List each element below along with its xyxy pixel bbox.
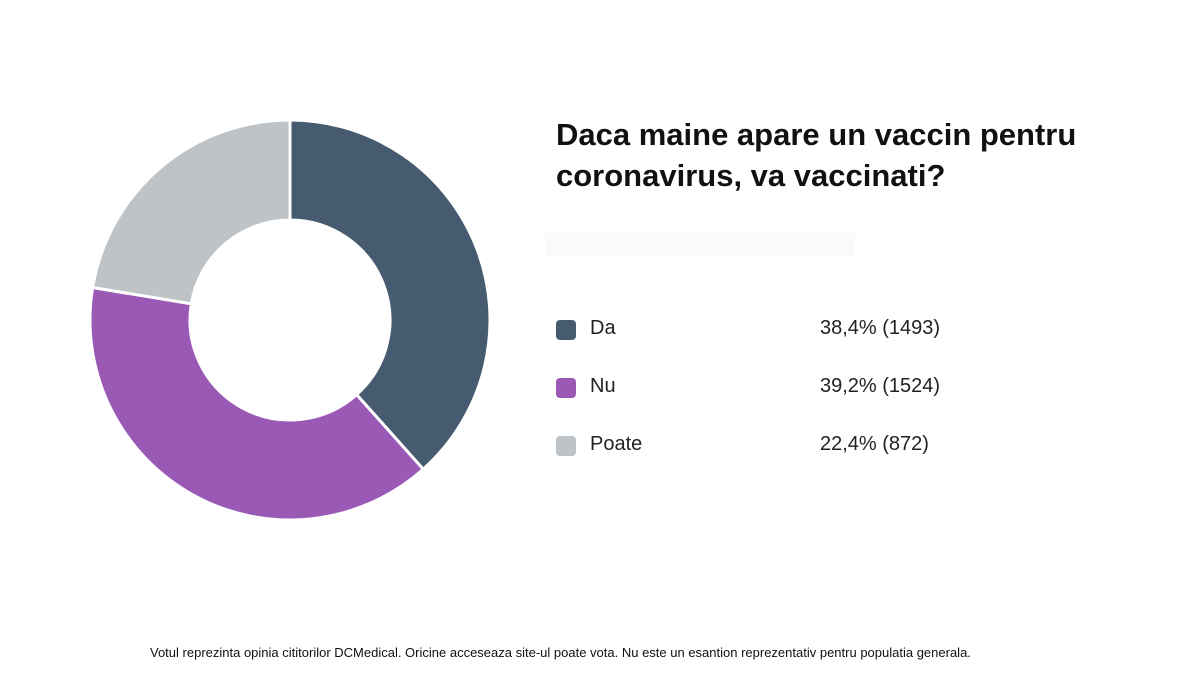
donut-slice-da xyxy=(288,118,492,472)
legend-value-da: 38,4% (1493) xyxy=(820,317,941,339)
chart-title-line-2: coronavirus, va vaccinati? xyxy=(556,158,946,193)
legend-value-poate: 22,4% (872) xyxy=(820,433,929,455)
legend-label-poate: Poate xyxy=(590,433,643,455)
legend-swatch-poate xyxy=(556,436,576,456)
footnote: Votul reprezinta opinia cititorilor DCMe… xyxy=(150,645,971,660)
legend-item-da: Da 38,4% (1493) xyxy=(556,313,976,371)
chart-title: Daca maine apare un vaccin pentru corona… xyxy=(556,114,1156,196)
legend-item-nu: Nu 39,2% (1524) xyxy=(556,371,976,429)
donut-slice-nu xyxy=(88,285,426,522)
legend-swatch-nu xyxy=(556,378,576,398)
donut-slice-poate xyxy=(90,118,292,306)
legend-label-nu: Nu xyxy=(590,375,616,397)
legend-swatch-da xyxy=(556,320,576,340)
chart-title-line-1: Daca maine apare un vaccin pentru xyxy=(556,117,1077,152)
legend-value-nu: 39,2% (1524) xyxy=(820,375,941,397)
faded-divider xyxy=(545,233,855,257)
legend-item-poate: Poate 22,4% (872) xyxy=(556,429,976,487)
legend: Da 38,4% (1493) Nu 39,2% (1524) Poate 22… xyxy=(556,313,976,487)
legend-label-da: Da xyxy=(590,317,616,339)
